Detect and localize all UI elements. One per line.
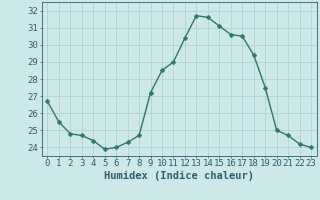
X-axis label: Humidex (Indice chaleur): Humidex (Indice chaleur) (104, 171, 254, 181)
